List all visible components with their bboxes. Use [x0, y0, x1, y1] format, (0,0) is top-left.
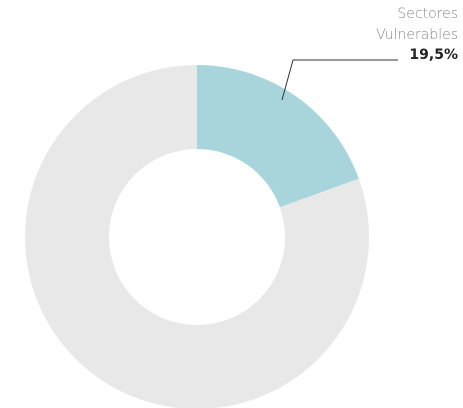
slice-label: Sectores Vulnerables: [376, 6, 458, 43]
slice: [197, 65, 359, 208]
slice: [25, 65, 369, 408]
slice-value-label: 19,5%: [409, 47, 458, 63]
leader-line: [281, 59, 398, 101]
